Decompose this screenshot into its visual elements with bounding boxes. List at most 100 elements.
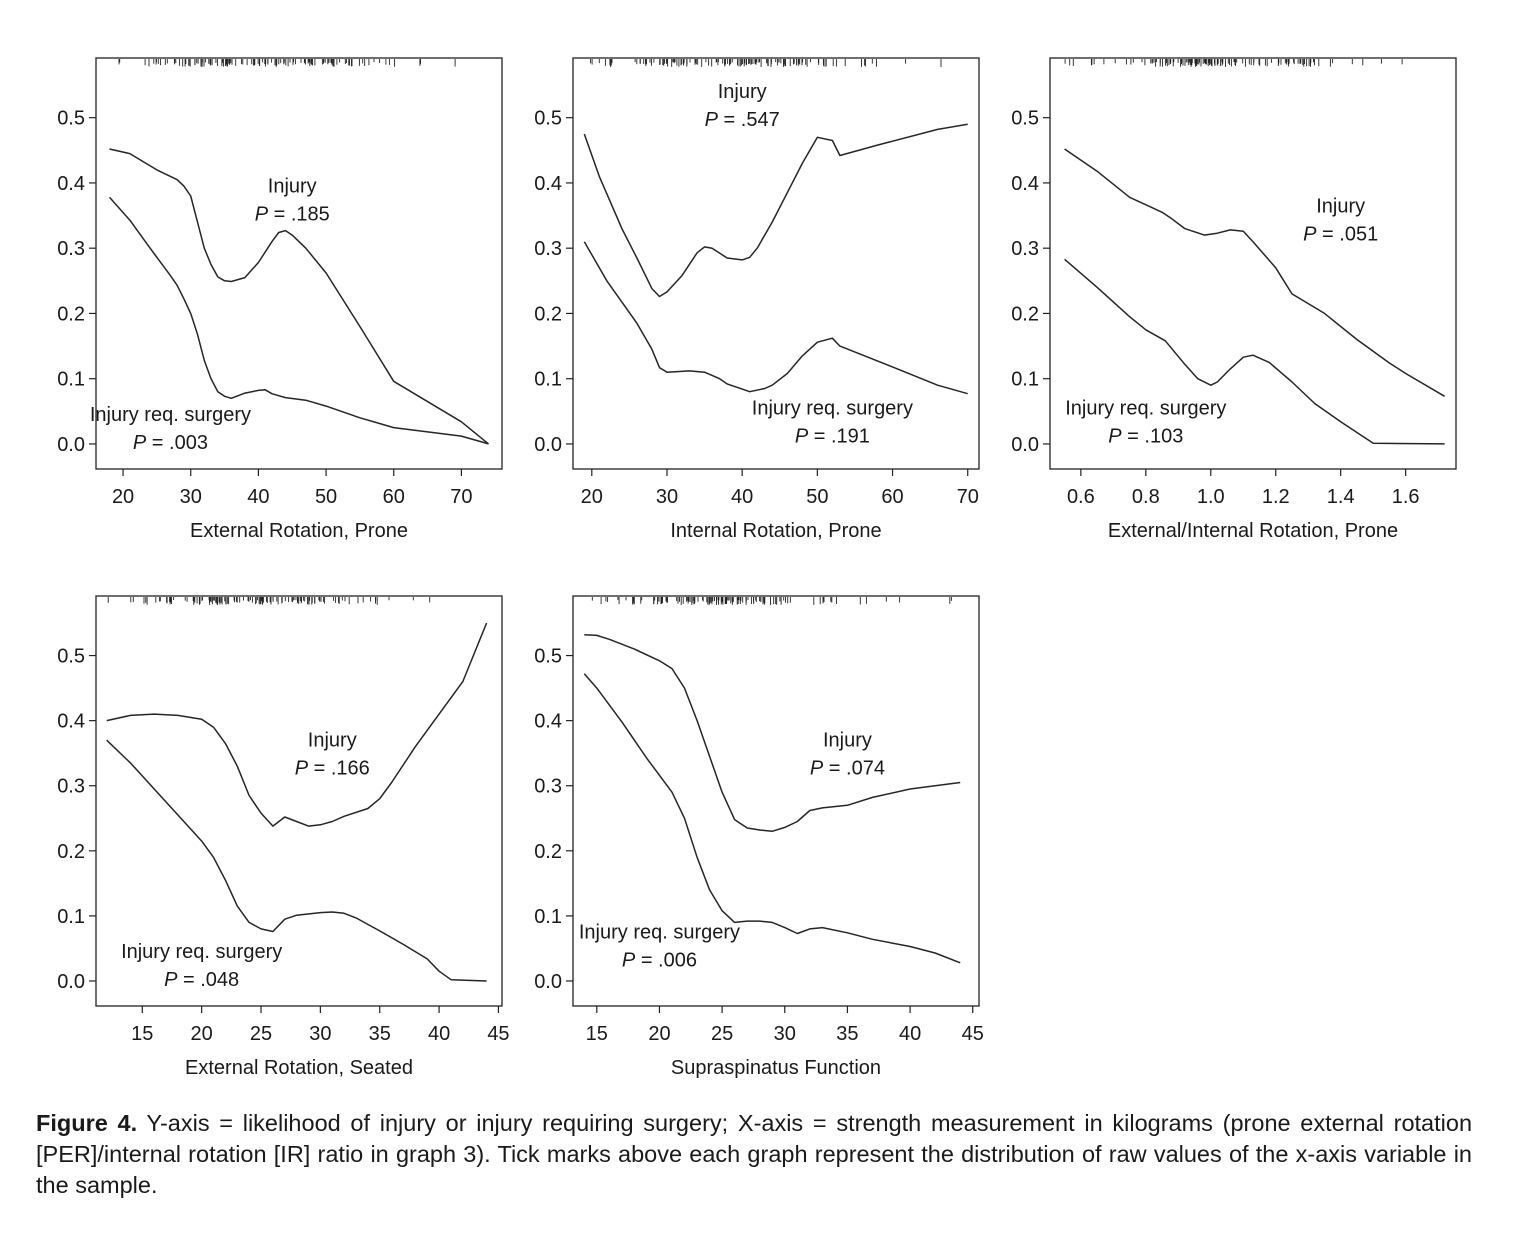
y-tick-label: 0.2: [534, 303, 562, 325]
y-tick-label: 0.1: [534, 906, 562, 928]
x-tick-label: 1.0: [1197, 486, 1225, 508]
plot-frame: [572, 57, 980, 470]
x-tick-label: 30: [180, 486, 202, 508]
surgery-annotation-pvalue: P = .191: [795, 426, 870, 448]
x-tick-label: 60: [881, 486, 903, 508]
injury-annotation-label: Injury: [823, 730, 872, 752]
surgery-annotation-label: Injury req. surgery: [579, 922, 740, 944]
injury-annotation-label: Injury: [268, 176, 317, 198]
x-tick-label: 45: [487, 1023, 509, 1045]
y-tick-label: 0.2: [534, 841, 562, 863]
y-tick-label: 0.0: [534, 971, 562, 993]
y-tick-label: 0.3: [534, 238, 562, 260]
surgery-curve: [108, 196, 489, 445]
x-tick-label: 35: [369, 1023, 391, 1045]
panel-5: 0.0 0.1 0.2 0.3 0.4 0.5 15 20 25 30 35 40 45 Supraspi…: [534, 595, 984, 1079]
injury-annotation-label: Injury: [1316, 195, 1365, 217]
x-tick-label: 20: [648, 1023, 670, 1045]
plot-frame: [95, 595, 503, 1007]
surgery-annotation-label: Injury req. surgery: [121, 941, 282, 963]
y-tick-label: 0.2: [57, 303, 85, 325]
y-tick-label: 0.4: [534, 173, 562, 195]
x-tick-label: 30: [774, 1023, 796, 1045]
x-tick-label: 25: [711, 1023, 733, 1045]
x-tick-label: 1.6: [1392, 486, 1420, 508]
injury-curve: [106, 622, 488, 827]
y-tick-label: 0.0: [1011, 434, 1039, 456]
y-tick-label: 0.1: [1011, 369, 1039, 391]
y-tick-label: 0.4: [534, 711, 562, 733]
injury-annotation-pvalue: P = .185: [255, 204, 330, 226]
y-tick-label: 0.5: [534, 108, 562, 130]
injury-curve: [584, 633, 961, 833]
surgery-annotation-label: Injury req. surgery: [752, 398, 913, 420]
surgery-annotation-pvalue: P = .006: [622, 950, 697, 972]
caption-text: Y-axis = likelihood of injury or injury …: [36, 1110, 1473, 1198]
x-tick-label: 15: [131, 1023, 153, 1045]
y-tick-label: 0.1: [57, 906, 85, 928]
y-tick-label: 0.5: [1011, 108, 1039, 130]
surgery-curve: [1064, 258, 1445, 445]
surgery-curve: [583, 241, 968, 395]
x-tick-label: 40: [428, 1023, 450, 1045]
x-tick-label: 30: [656, 486, 678, 508]
y-tick-label: 0.3: [57, 776, 85, 798]
y-tick-label: 0.0: [57, 971, 85, 993]
figure-caption: Figure 4. Y-axis = likelihood of injury …: [36, 1108, 1472, 1201]
surgery-curve: [106, 739, 487, 982]
distribution-rug: [107, 597, 431, 605]
x-tick-label: 20: [191, 1023, 213, 1045]
x-tick-label: 60: [383, 486, 405, 508]
y-tick-label: 0.0: [57, 434, 85, 456]
surgery-annotation-label: Injury req. surgery: [90, 404, 251, 426]
panel-4: 0.0 0.1 0.2 0.3 0.4 0.5 15 20 25 30 35 40 45 External…: [57, 595, 510, 1079]
injury-curve: [1064, 148, 1445, 397]
injury-annotation-label: Injury: [718, 81, 767, 103]
surgery-annotation-pvalue: P = .003: [133, 432, 208, 454]
x-tick-label: 40: [731, 486, 753, 508]
panel-1: 0.0 0.1 0.2 0.3 0.4 0.5 20 30 40 50 60 70 External R…: [57, 57, 503, 542]
injury-curve: [583, 123, 968, 298]
y-tick-label: 0.3: [534, 776, 562, 798]
panel-3: 0.0 0.1 0.2 0.3 0.4 0.5 0.6 0.8 1.0 1.2 1.4 1.6 Exte…: [1011, 57, 1457, 542]
plot-frame: [572, 595, 980, 1007]
x-tick-label: 70: [450, 486, 472, 508]
x-tick-label: 0.6: [1067, 486, 1095, 508]
x-tick-label: 25: [250, 1023, 272, 1045]
y-tick-label: 0.5: [534, 646, 562, 668]
y-tick-label: 0.3: [57, 238, 85, 260]
surgery-annotation-pvalue: P = .103: [1108, 426, 1183, 448]
plot-frame: [1049, 57, 1457, 470]
x-tick-label: 20: [581, 486, 603, 508]
x-tick-label: 50: [315, 486, 337, 508]
caption-label: Figure 4.: [36, 1110, 138, 1136]
y-tick-label: 0.1: [57, 369, 85, 391]
injury-annotation-pvalue: P = .074: [810, 758, 885, 780]
injury-annotation-pvalue: P = .051: [1303, 223, 1378, 245]
y-tick-label: 0.5: [57, 108, 85, 130]
distribution-rug: [590, 59, 942, 67]
x-axis-title: External Rotation, Seated: [185, 1057, 413, 1079]
x-axis-title: Supraspinatus Function: [671, 1057, 881, 1079]
x-tick-label: 40: [899, 1023, 921, 1045]
y-tick-label: 0.2: [57, 841, 85, 863]
injury-annotation-pvalue: P = .166: [295, 758, 370, 780]
injury-annotation-label: Injury: [308, 730, 357, 752]
y-tick-label: 0.4: [1011, 173, 1039, 195]
injury-curve: [109, 148, 489, 445]
y-tick-label: 0.4: [57, 711, 85, 733]
x-tick-label: 45: [962, 1023, 984, 1045]
x-tick-label: 40: [247, 486, 269, 508]
x-tick-label: 1.2: [1262, 486, 1290, 508]
surgery-curve: [583, 673, 961, 964]
distribution-rug: [1064, 59, 1403, 67]
y-tick-label: 0.2: [1011, 303, 1039, 325]
y-tick-label: 0.0: [534, 434, 562, 456]
figure-panels: 0.0 0.1 0.2 0.3 0.4 0.5 20 30 40 50 60 70 External R…: [57, 57, 1457, 1079]
plot-frame: [95, 57, 503, 470]
x-tick-label: 30: [309, 1023, 331, 1045]
injury-annotation-pvalue: P = .547: [705, 109, 780, 131]
x-tick-label: 1.4: [1327, 486, 1355, 508]
x-tick-label: 50: [806, 486, 828, 508]
y-tick-label: 0.1: [534, 369, 562, 391]
